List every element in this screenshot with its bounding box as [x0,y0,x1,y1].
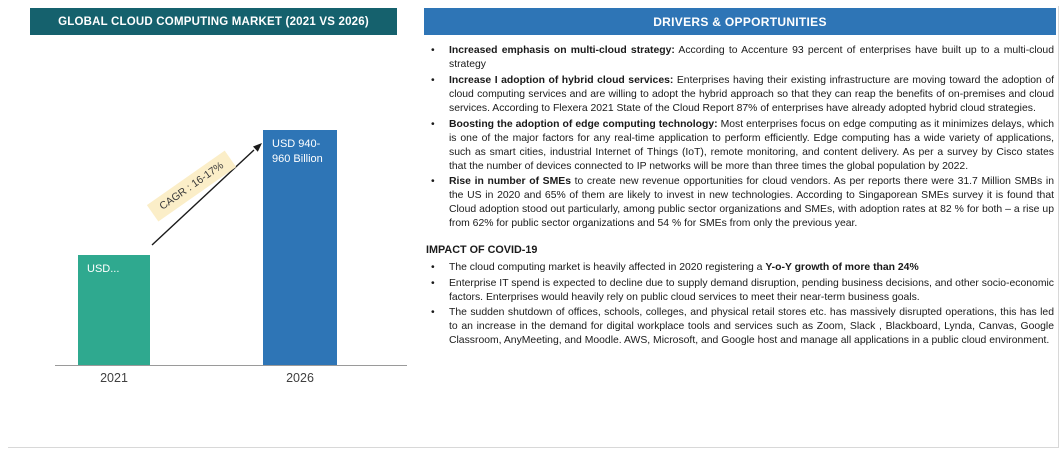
bullet-bold-text: Increased emphasis on multi-cloud strate… [449,45,675,56]
category-label-2026: 2026 [286,371,314,385]
bullet-text: The sudden shutdown of offices, schools,… [449,307,1054,347]
bullet-text: Enterprise IT spend is expected to decli… [449,277,1054,303]
bullet-bold-text: Y-o-Y growth of more than 24% [765,261,919,273]
driver-bullet: Rise in number of SMEs to create new rev… [424,175,1056,231]
market-chart-title-bar: GLOBAL CLOUD COMPUTING MARKET (2021 VS 2… [30,8,397,35]
bullet-text: The cloud computing market is heavily af… [449,261,766,273]
market-bar-chart: CAGR : 16-17% USD... USD 940-960 Billion… [10,40,410,440]
driver-bullet: Boosting the adoption of edge computing … [424,118,1056,174]
bullet-text: to create new revenue opportunities for … [449,176,1054,230]
bar-2026-value-label: USD 940-960 Billion [272,138,323,165]
bullet-bold-text: Rise in number of SMEs [449,176,571,188]
covid-bullet: The cloud computing market is heavily af… [424,261,1056,275]
bullet-text: Enterprises having their existing infras… [449,74,1054,114]
cagr-growth-arrow-icon [151,143,262,246]
bar-2021-value-label: USD... [87,263,120,275]
bar-2021: USD... [78,255,150,365]
x-axis-line [55,365,407,366]
bullet-bold-text: Increase I adoption of hybrid cloud serv… [449,74,674,86]
category-label-2021: 2021 [100,371,128,385]
market-chart-title: GLOBAL CLOUD COMPUTING MARKET (2021 VS 2… [58,15,369,28]
bullet-text: According to Accenture 93 percent of ent… [449,45,1054,70]
driver-bullet: Increase I adoption of hybrid cloud serv… [424,74,1056,116]
covid-bullet: Enterprise IT spend is expected to decli… [424,277,1056,305]
driver-bullet: Increased emphasis on multi-cloud strate… [424,44,1056,72]
bullet-bold-text: Boosting the adoption of edge computing … [449,118,718,130]
drivers-panel-body: Increased emphasis on multi-cloud strate… [424,44,1056,350]
bar-2026: USD 940-960 Billion [263,130,337,365]
covid-section-heading: IMPACT OF COVID-19 [426,244,538,257]
drivers-title-bar: DRIVERS & OPPORTUNITIES [424,8,1056,35]
covid-bullet: The sudden shutdown of offices, schools,… [424,306,1056,348]
drivers-title: DRIVERS & OPPORTUNITIES [653,14,827,29]
bullet-text: Most enterprises focus on edge computing… [449,118,1054,172]
